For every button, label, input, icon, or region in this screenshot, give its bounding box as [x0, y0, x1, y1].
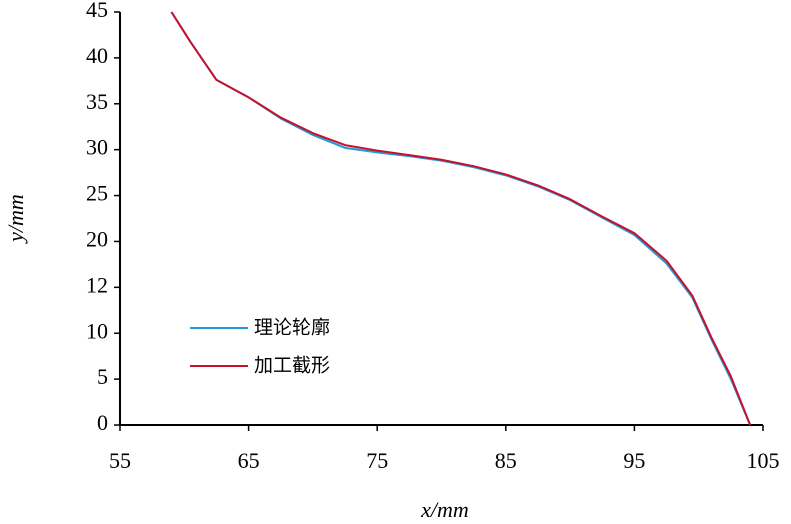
y-tick-label: 45	[86, 0, 108, 22]
y-tick-label: 35	[86, 89, 108, 114]
y-tick-label: 25	[86, 181, 108, 206]
x-tick-label: 75	[366, 448, 388, 473]
line-series	[170, 11, 752, 426]
x-tick-label: 65	[238, 448, 260, 473]
x-tick-label: 55	[109, 448, 131, 473]
y-tick-label: 12	[86, 272, 108, 297]
y-tick-label: 5	[97, 364, 108, 389]
legend-label: 理论轮廓	[254, 317, 330, 339]
x-tick-label: 105	[747, 448, 780, 473]
x-axis-label: x/mm	[420, 497, 469, 522]
y-tick-label: 40	[86, 43, 108, 68]
y-axis-label: y/mm	[3, 194, 28, 244]
y-tick-label: 10	[86, 318, 108, 343]
legend-label: 加工截形	[254, 355, 330, 377]
x-tick-label: 85	[495, 448, 517, 473]
x-tick-label: 95	[623, 448, 645, 473]
y-tick-label: 30	[86, 135, 108, 160]
y-tick-label: 20	[86, 226, 108, 251]
y-tick-label: 0	[97, 410, 108, 435]
